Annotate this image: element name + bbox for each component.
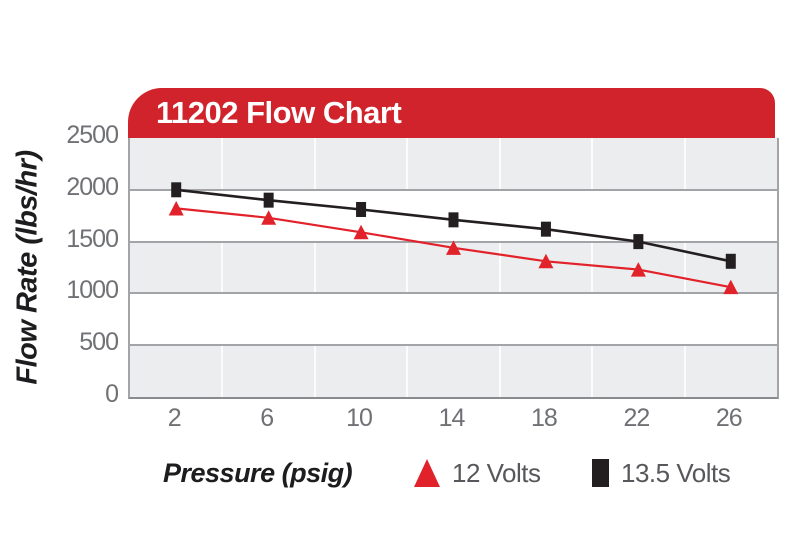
- y-tick-label: 1000: [66, 276, 119, 305]
- x-axis-title: Pressure (psig): [163, 458, 353, 488]
- triangle-data-point-marker: [168, 200, 184, 216]
- square-data-point-marker: [633, 234, 644, 250]
- triangle-data-point-marker: [723, 279, 739, 295]
- vertical-gridline: [591, 138, 594, 397]
- triangle-data-point-marker: [630, 262, 646, 277]
- x-tick-label: 26: [715, 404, 743, 432]
- y-tick-label: 2000: [66, 172, 119, 201]
- triangle-data-point-marker: [261, 210, 277, 225]
- chart-title: 11202 Flow Chart: [156, 95, 402, 130]
- triangle-data-point-marker: [446, 240, 461, 255]
- square-data-point-marker: [263, 192, 274, 208]
- y-tick-label: 500: [79, 328, 119, 357]
- series-plot-svg: [168, 182, 739, 295]
- x-axis-tick-labels: 2 6 10 14 18 22 26: [128, 404, 775, 434]
- x-tick-label: 22: [623, 404, 650, 432]
- vertical-gridline: [313, 138, 316, 397]
- x-tick-label: 2: [167, 404, 182, 432]
- vertical-gridline: [221, 138, 224, 397]
- horizontal-gridline: [130, 188, 777, 191]
- square-data-point-marker: [725, 253, 736, 269]
- y-tick-label: 0: [105, 380, 119, 408]
- triangle-data-point-marker: [353, 224, 369, 240]
- y-tick-label: 1500: [66, 224, 119, 253]
- black-square-marker-icon: [592, 459, 609, 487]
- x-tick-label: 14: [438, 404, 466, 432]
- plot-area: [128, 138, 779, 399]
- triangle-data-point-marker: [538, 253, 554, 269]
- y-tick-label: 2500: [66, 121, 119, 149]
- vertical-gridline: [406, 138, 409, 397]
- legend-item-12-volts: 12 Volts: [414, 456, 541, 490]
- square-data-point-marker: [356, 201, 367, 217]
- legend-label-12-volts: 12 Volts: [452, 457, 541, 488]
- y-axis-tick-labels: 2500 2000 1500 1000 500 0: [36, 122, 119, 407]
- red-triangle-marker-icon: [414, 459, 440, 487]
- x-tick-label: 6: [260, 404, 274, 432]
- x-tick-label: 18: [531, 404, 558, 432]
- legend-item-13-5-volts: 13.5 Volts: [592, 456, 731, 490]
- square-data-point-marker: [540, 221, 551, 237]
- x-tick-label: 10: [346, 404, 373, 432]
- horizontal-gridline: [130, 344, 777, 347]
- vertical-gridline: [498, 138, 501, 397]
- horizontal-gridline: [130, 292, 777, 295]
- vertical-gridline: [683, 138, 686, 397]
- square-data-point-marker: [448, 212, 459, 228]
- square-data-point-marker: [171, 182, 182, 198]
- chart-header: 11202 Flow Chart: [128, 88, 775, 138]
- legend-label-13-5-volts: 13.5 Volts: [621, 457, 731, 488]
